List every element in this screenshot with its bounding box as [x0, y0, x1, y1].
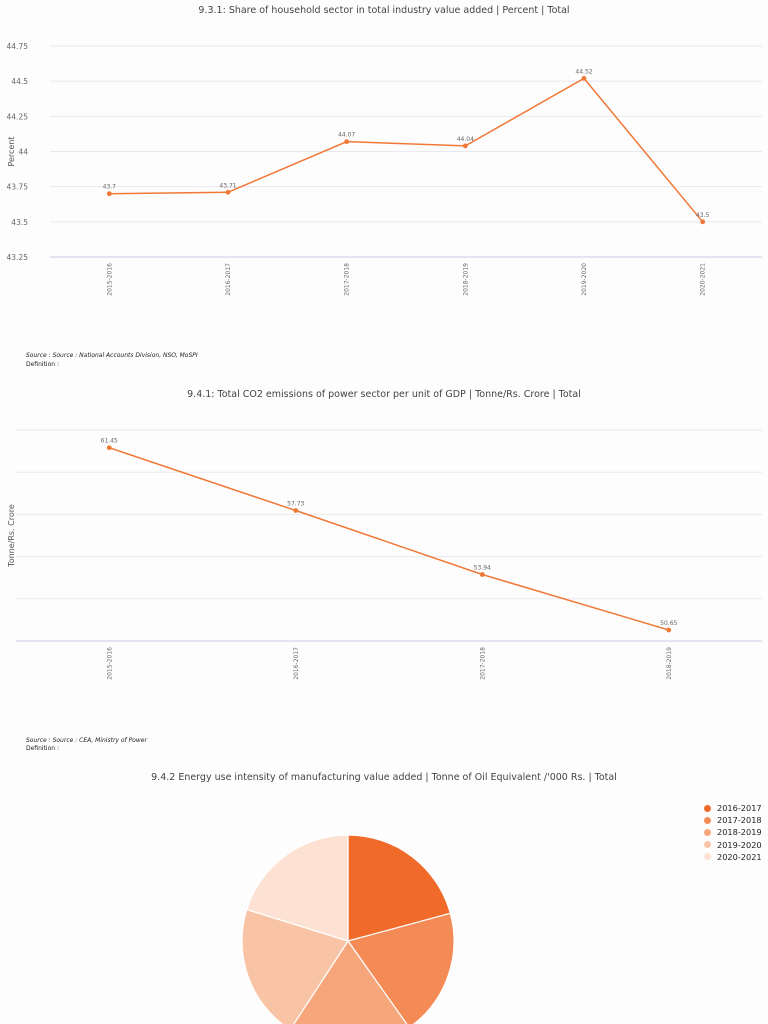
chart1-data-point: [225, 189, 231, 195]
chart2-source: Source : Source : CEA, Ministry of Power: [26, 737, 147, 744]
chart3-legend-swatch: [704, 816, 711, 824]
chart1-ytick-label: 44.5: [11, 77, 28, 86]
chart1-xtick-label: 2015-2016: [106, 263, 113, 296]
chart3-legend-swatch: [704, 804, 711, 812]
chart1-ytick-label: 43.5: [11, 218, 28, 227]
chart1-data-label: 44.07: [338, 132, 355, 139]
chart3-pie-slice: [347, 834, 452, 942]
chart3-pie-slice: [246, 834, 349, 942]
chart1-svg: 43.25 43.5 43.75 44 44.25 44.5 44.75 Percent 201…: [7, 42, 762, 296]
chart3-legend-label: 2018-2019: [717, 827, 762, 838]
chart3-legend-swatch: [704, 841, 711, 849]
chart1-data-point: [462, 143, 468, 149]
chart3-legend-swatch: [704, 828, 711, 836]
chart3-title: 9.4.2 Energy use intensity of manufactur…: [151, 772, 617, 783]
chart2-definition: Definition :: [26, 745, 59, 752]
chart1-data-point: [344, 139, 350, 145]
chart1-title: 9.3.1: Share of household sector in tota…: [198, 5, 570, 16]
chart2-xtick-label: 2018-2019: [666, 647, 673, 680]
chart3-legend: 2016-2017 2017-2018 2018-2019 2019-2020 2020…: [704, 802, 762, 863]
chart2-data-point: [666, 627, 672, 633]
chart1-ytick-label: 44: [18, 148, 28, 157]
chart3-legend-label: 2017-2018: [717, 815, 762, 826]
chart2-data-point: [106, 445, 112, 451]
chart2-xtick-label: 2017-2018: [479, 647, 486, 680]
chart3-legend-label: 2016-2017: [717, 803, 762, 814]
chart2-xtick-label: 2016-2017: [293, 647, 300, 680]
chart1-data-point: [700, 219, 706, 225]
chart1-ytick-label: 43.25: [7, 253, 29, 262]
chart2-title: 9.4.1: Total CO2 emissions of power sect…: [187, 389, 581, 400]
chart1-data-point: [106, 191, 112, 197]
chart1-definition: Definition :: [26, 361, 59, 368]
chart3-legend-item[interactable]: 2016-2017: [704, 802, 762, 814]
chart1-data-label: 43.71: [219, 182, 236, 189]
chart1-xtick-label: 2020-2021: [700, 263, 707, 296]
chart2-svg: 5052.55557.56062.5Tonne/Rs. Crore2015-20…: [7, 429, 762, 680]
chart2-data-point: [479, 572, 485, 577]
chart3-pie-slice: [347, 912, 455, 1024]
chart1-xtick-label: 2019-2020: [581, 263, 588, 296]
chart2-xtick-label: 2015-2016: [106, 647, 113, 680]
chart2-data-label: 53.94: [474, 564, 491, 571]
chart1-ylabel: Percent: [7, 136, 16, 166]
chart3-legend-swatch: [704, 853, 711, 861]
chart1-data-label: 44.04: [457, 136, 474, 143]
chart1-series-line: [109, 77, 704, 223]
chart3-legend-item[interactable]: 2020-2021: [704, 851, 762, 863]
chart3-pie-slice: [241, 908, 349, 1024]
chart2-ylabel: Tonne/Rs. Crore: [7, 504, 16, 568]
chart2-data-point: [293, 508, 299, 513]
chart1-xtick-label: 2017-2018: [344, 263, 351, 296]
chart1-xtick-label: 2016-2017: [225, 263, 232, 296]
chart3-legend-item[interactable]: 2017-2018: [704, 814, 762, 826]
chart2-data-label: 57.73: [287, 501, 304, 508]
chart3-legend-item[interactable]: 2019-2020: [704, 839, 762, 851]
chart3-legend-label: 2020-2021: [717, 851, 762, 862]
chart3-legend-item[interactable]: 2018-2019: [704, 826, 762, 838]
chart1-ytick-label: 44.25: [7, 112, 29, 121]
chart3-svg: [241, 834, 455, 1024]
chart1-data-label: 44.52: [575, 68, 592, 75]
chart1-xtick-label: 2018-2019: [462, 263, 469, 296]
chart3-legend-label: 2019-2020: [717, 839, 762, 850]
chart1-ytick-label: 43.75: [7, 183, 29, 192]
chart2-data-label: 50.65: [660, 620, 677, 627]
chart1-data-label: 43.5: [696, 212, 710, 219]
chart1-source: Source : Source : National Accounts Divi…: [26, 352, 198, 359]
chart1-data-label: 43.7: [103, 184, 117, 191]
chart2-series-line: [109, 447, 669, 631]
chart2-data-label: 61.45: [101, 438, 118, 445]
chart3-pie-slice: [293, 939, 408, 1024]
chart1-ytick-label: 44.75: [7, 42, 29, 51]
chart1-data-point: [581, 75, 587, 81]
